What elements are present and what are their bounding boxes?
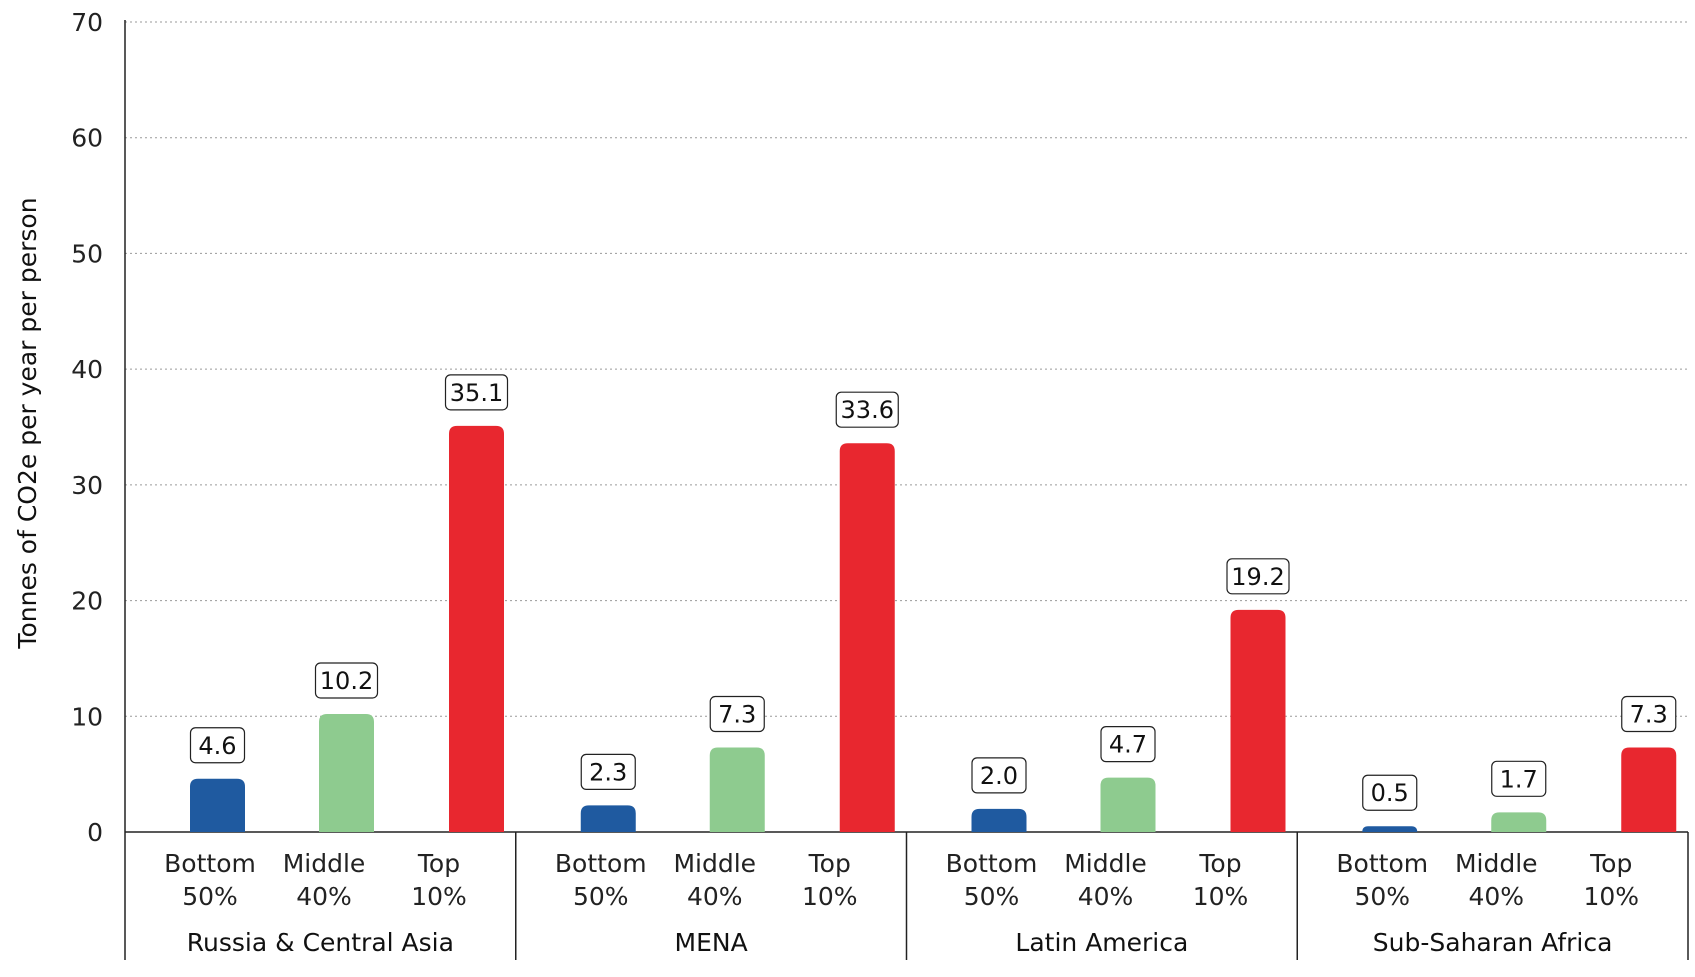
bar [709,747,765,832]
value-label: 33.6 [841,396,894,424]
y-tick-label: 30 [71,471,103,500]
bar [190,778,245,832]
category-label: Middle [1064,849,1147,878]
grid-lines [125,21,1688,717]
bar [1230,609,1286,832]
group-label: Russia & Central Asia [187,928,454,957]
value-label: 0.5 [1371,779,1409,807]
category-label: 10% [411,882,467,911]
category-label: 50% [964,882,1020,911]
category-label: Middle [1455,849,1538,878]
value-label-box [314,662,379,699]
y-tick-label: 20 [71,587,103,616]
value-label-box [1226,558,1290,595]
category-label: Bottom [164,849,256,878]
group-label: MENA [675,928,748,957]
axis-text: 0 10 20 30 40 50 60 70 Bottom 50% Middle 40% Top 10% R… [71,8,1639,957]
value-label-box [580,753,636,790]
y-tick-label: 50 [71,239,103,268]
category-label: 50% [1354,882,1410,911]
y-tick-label: 70 [71,8,103,37]
value-label-box [1621,695,1677,733]
bar [971,808,1027,832]
value-label-box [444,374,509,411]
category-label: 40% [687,882,743,911]
value-label-box [1362,774,1418,811]
value-label-box [835,391,899,428]
group-label: Latin America [1015,928,1188,957]
y-tick-label: 10 [71,702,103,731]
value-label: 1.7 [1500,765,1538,793]
category-label: 10% [802,882,858,911]
category-label: Top [808,849,851,878]
value-label: 2.3 [589,758,627,786]
bar [1100,777,1156,832]
category-label: 10% [1193,882,1249,911]
category-label: Top [1198,849,1241,878]
category-label: Middle [673,849,756,878]
category-label: 50% [573,882,629,911]
category-label: Top [417,849,460,878]
value-label: 4.7 [1109,731,1147,759]
value-label-box [1100,726,1156,763]
category-label: 40% [296,882,352,911]
value-label-box [189,727,246,764]
value-label: 10.2 [320,667,373,695]
value-label: 7.3 [1630,701,1668,729]
bar [319,713,374,832]
group-label: Sub-Saharan Africa [1373,928,1613,957]
category-label: 10% [1583,882,1639,911]
value-label: 4.6 [198,732,236,760]
bar [580,805,636,832]
category-label: 40% [1468,882,1524,911]
bar [1491,812,1547,832]
value-labels: 4.6 10.2 35.1 2.3 7.3 33.6 2.0 4.7 19.2 0.5 1.7 7.3 [189,374,1677,811]
category-label: Bottom [1336,849,1428,878]
y-axis-label: Tonnes of CO2e per year per person [13,197,42,649]
category-label: Top [1589,849,1632,878]
y-tick-label: 0 [87,818,103,847]
bar [449,425,504,832]
bar [1362,826,1418,832]
value-label: 35.1 [450,379,503,407]
value-label: 7.3 [718,701,756,729]
y-tick-label: 60 [71,124,103,153]
value-label-box [1491,760,1547,797]
category-label: 40% [1078,882,1134,911]
category-label: Bottom [555,849,647,878]
value-label: 2.0 [980,762,1018,790]
axes [124,20,1689,960]
category-label: Bottom [946,849,1038,878]
value-label: 19.2 [1231,563,1284,591]
bar [1621,747,1677,832]
bar [839,443,895,832]
category-label: 50% [182,882,238,911]
value-label-box [971,757,1027,794]
bars [190,425,1677,832]
value-label-box [709,695,765,733]
y-tick-label: 40 [71,355,103,384]
category-label: Middle [283,849,366,878]
